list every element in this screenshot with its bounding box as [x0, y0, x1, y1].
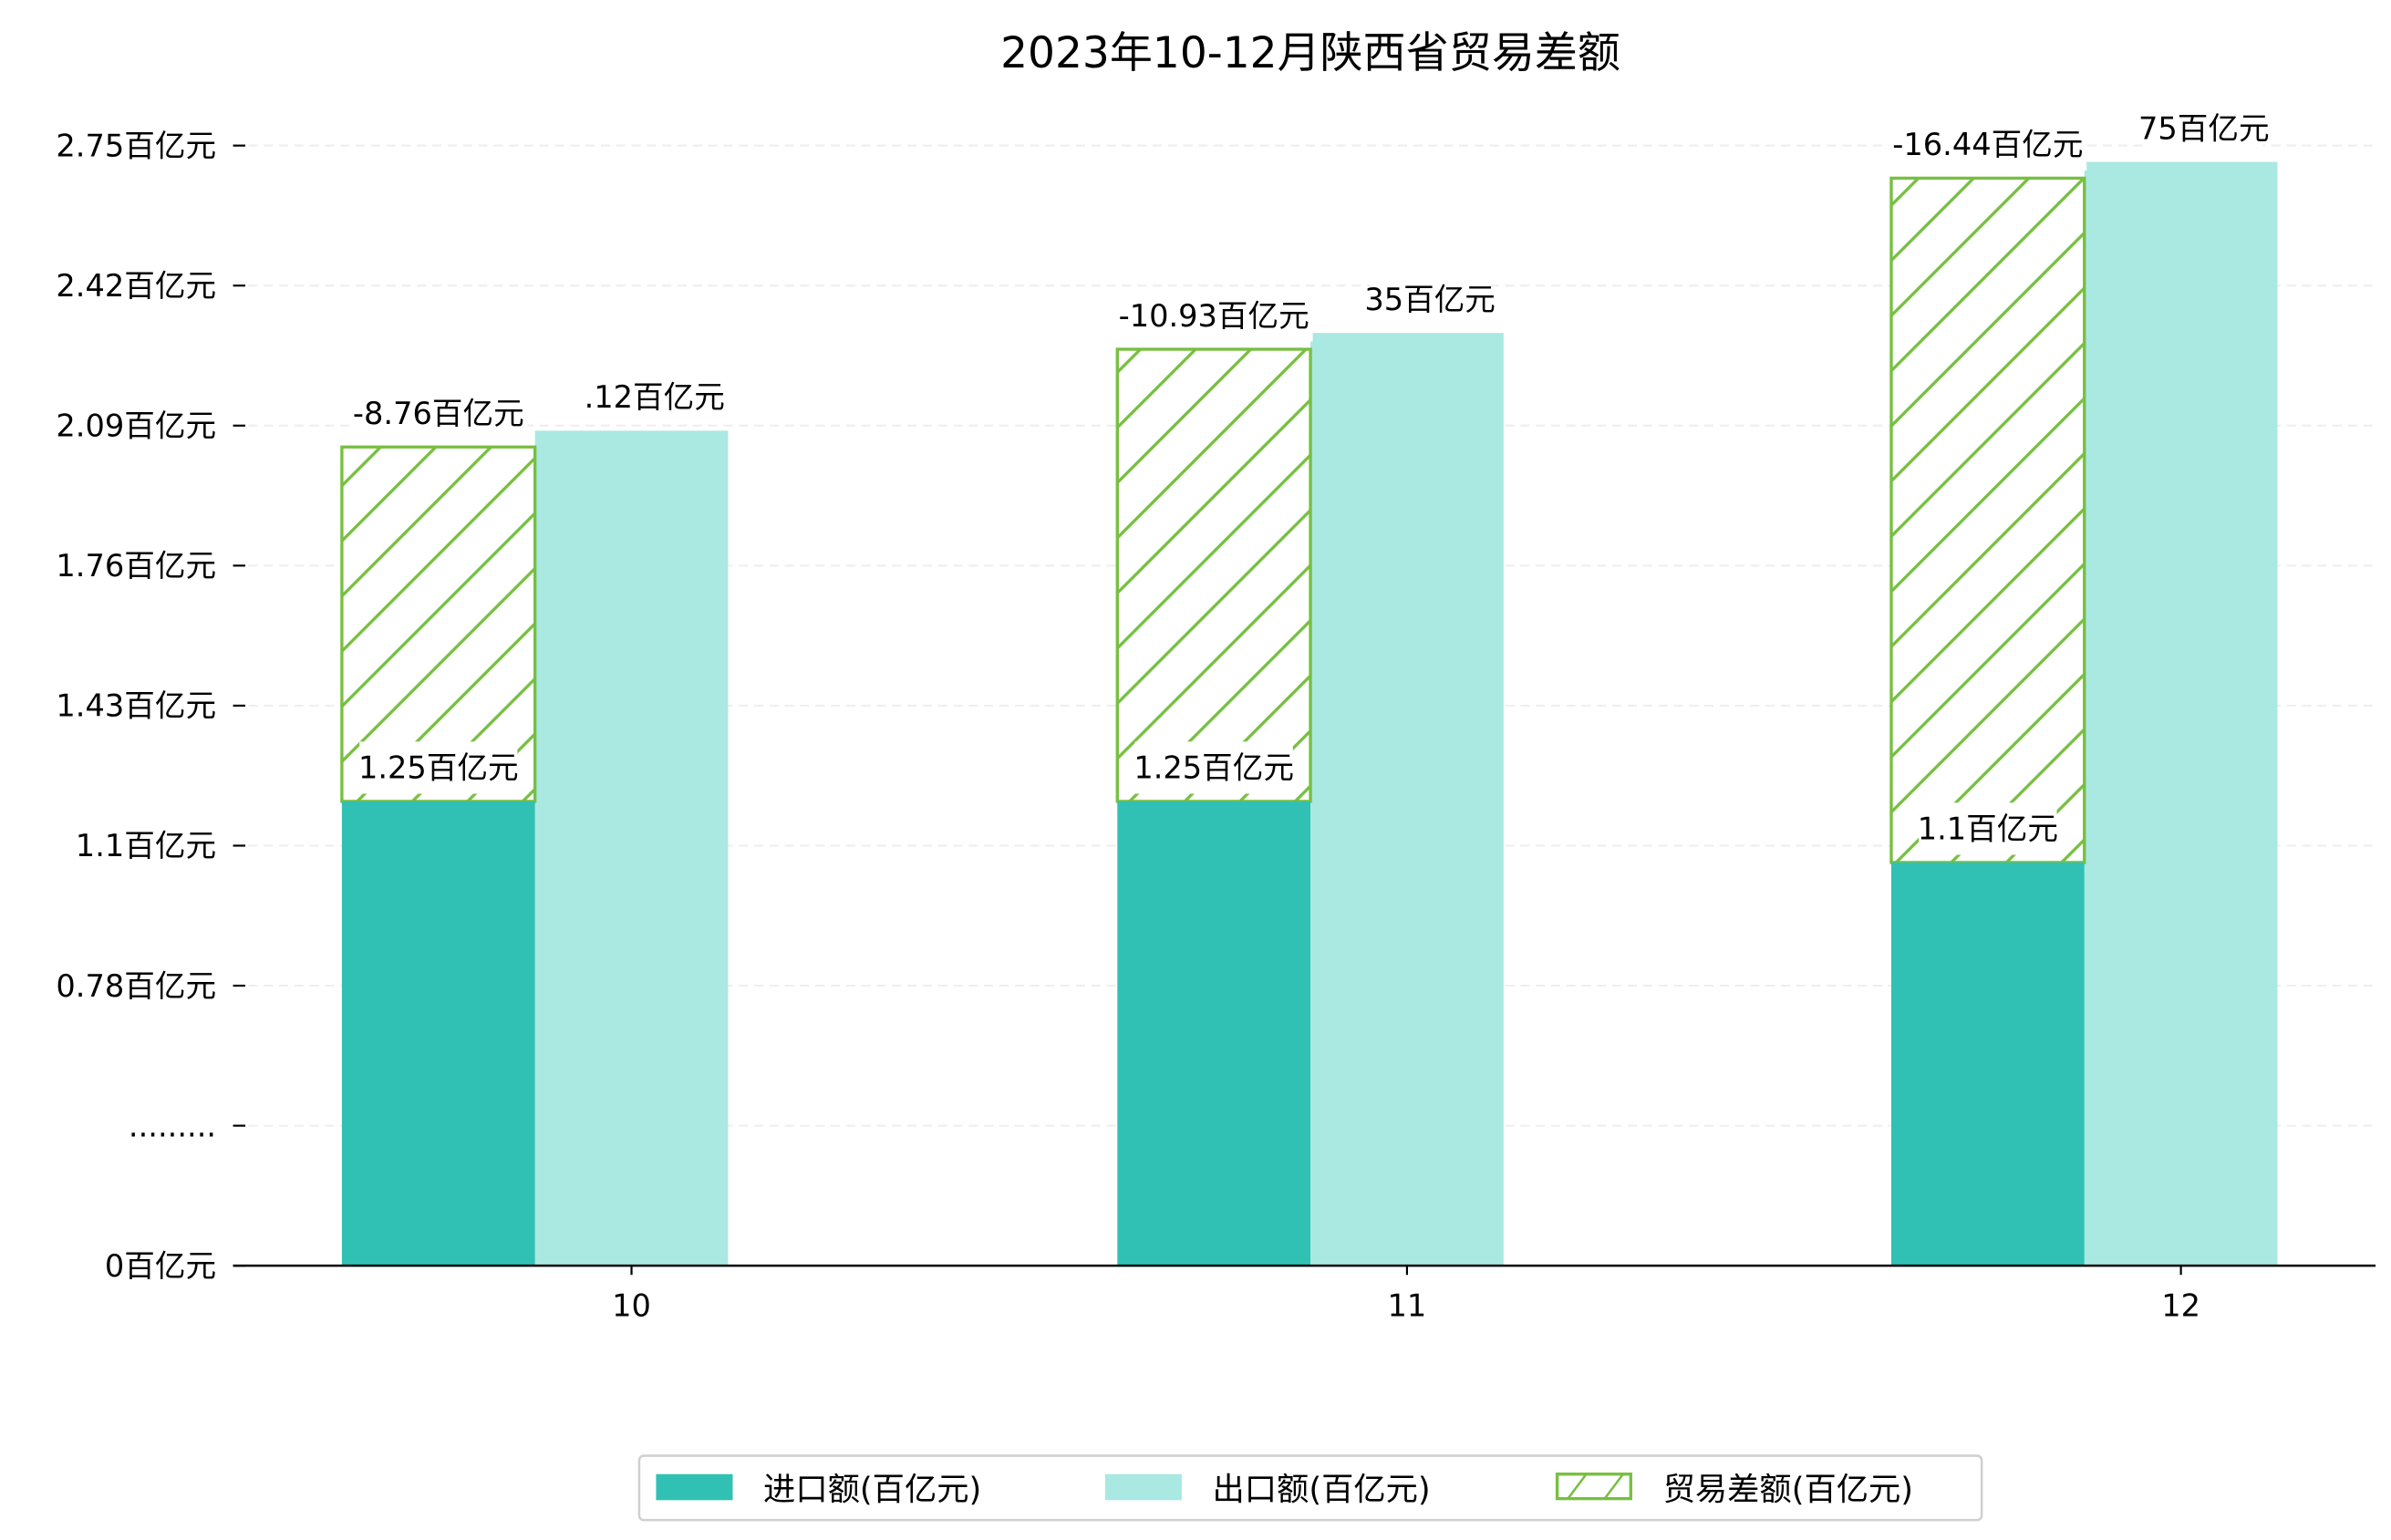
- balance-label-bg: [1889, 118, 2087, 171]
- export-label: 75百亿元: [2138, 110, 2270, 146]
- x-tick-label: 11: [1388, 1288, 1427, 1324]
- balance-label: -16.44百亿元: [1892, 127, 2083, 162]
- y-tick-label: 2.75百亿元: [56, 128, 216, 163]
- trade-balance-bar: [1115, 347, 1312, 803]
- y-tick-label: 1.76百亿元: [56, 548, 216, 584]
- balance-label-bg: [1114, 289, 1313, 342]
- x-tick-label: 12: [2161, 1288, 2200, 1324]
- balance-label: -8.76百亿元: [353, 396, 524, 431]
- y-tick-label: 1.43百亿元: [56, 688, 216, 724]
- y-tick-label: 0.78百亿元: [56, 968, 216, 1004]
- import-label-bg: [1134, 741, 1293, 794]
- import-label: 1.25百亿元: [1133, 750, 1294, 786]
- export-bar: [2084, 161, 2278, 1266]
- legend-label: 进口额(百亿元): [763, 1471, 981, 1508]
- data-labels: .12百亿元 -8.76百亿元 1.25百亿元 35百亿元 -10.93百亿元 1.25百…: [349, 101, 2270, 855]
- axes: 0百亿元......... 0.78百亿元 1.1百亿元 1.43百亿元 1.76百亿元…: [56, 128, 2376, 1324]
- chart-title: 2023年10-12月陕西省贸易差额: [1000, 28, 1620, 78]
- import-label-bg: [1919, 802, 2057, 855]
- trade-balance-bar: [1889, 176, 2086, 864]
- export-bar: [534, 430, 729, 1266]
- import-bar: [1890, 862, 2085, 1266]
- import-label: 1.1百亿元: [1918, 811, 2058, 847]
- y-tick-label: 2.42百亿元: [56, 268, 216, 304]
- export-label-bg: [1371, 273, 1489, 326]
- export-label-bg: [2145, 101, 2263, 155]
- legend-swatch: [656, 1473, 733, 1501]
- balance-label-bg: [349, 387, 528, 439]
- balance-label: -10.93百亿元: [1119, 298, 1309, 334]
- y-tick-label: .........: [129, 1108, 216, 1143]
- export-label-bg: [585, 370, 724, 423]
- legend-swatch: [1104, 1473, 1182, 1501]
- export-label: .12百亿元: [585, 379, 725, 415]
- legend-frame: [637, 1454, 1983, 1522]
- y-tick-label: 2.09百亿元: [56, 408, 216, 444]
- export-label: 35百亿元: [1364, 282, 1496, 317]
- y-tick-label: 1.1百亿元: [76, 828, 216, 863]
- legend-swatch-hatch: [1555, 1473, 1632, 1501]
- import-bar: [1117, 801, 1311, 1266]
- import-label-bg: [359, 741, 518, 794]
- export-bar: [1310, 333, 1504, 1266]
- legend-label: 贸易差额(百亿元): [1663, 1471, 1914, 1508]
- y-tick-label: 0百亿元: [105, 1248, 216, 1284]
- legend-hatch-lines: [1567, 1473, 1624, 1500]
- legend: 进口额(百亿元) 出口额(百亿元) 贸易差额(百亿元): [637, 1454, 1983, 1522]
- x-tick-label: 10: [612, 1288, 651, 1324]
- import-label: 1.25百亿元: [358, 750, 519, 786]
- legend-label: 出口额(百亿元): [1212, 1471, 1430, 1508]
- import-bar: [341, 801, 535, 1266]
